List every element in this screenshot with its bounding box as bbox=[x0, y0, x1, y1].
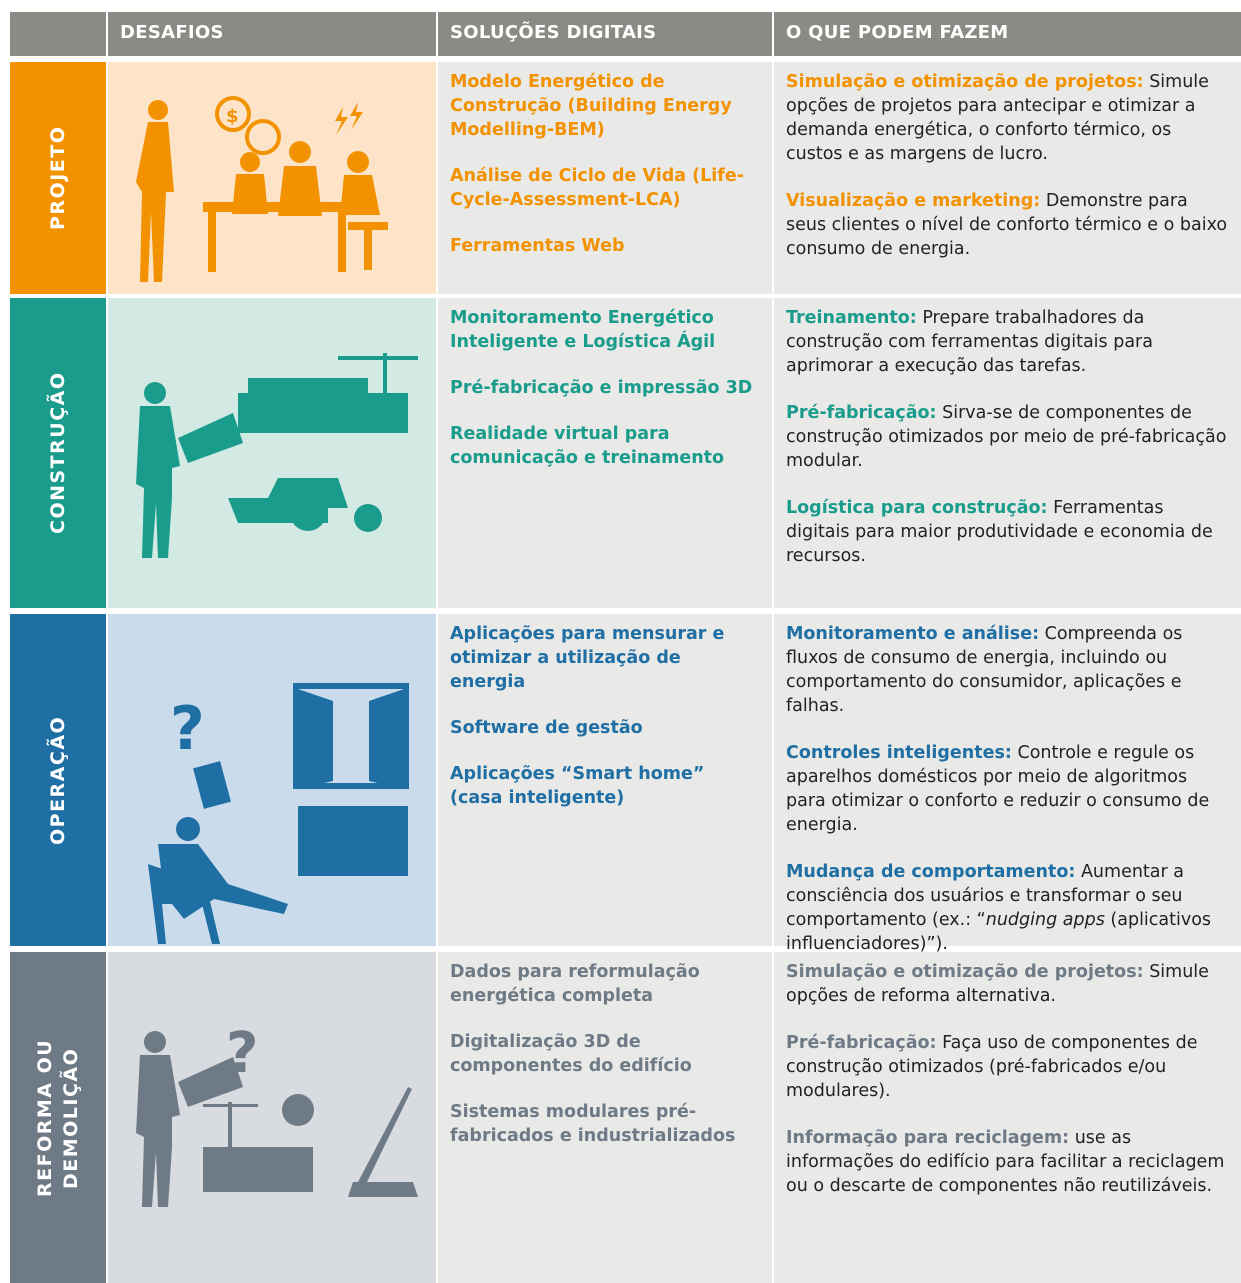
solution: Ferramentas Web bbox=[450, 236, 625, 256]
header-corner bbox=[10, 12, 106, 56]
row-label: REFORMA OU DEMOLIÇÃO bbox=[34, 1038, 82, 1197]
item-text: Compreenda os fluxos de consumo de energ… bbox=[786, 624, 1183, 716]
svg-text:$: $ bbox=[226, 106, 239, 127]
row-label-cell: PROJETO bbox=[10, 62, 106, 294]
row-label: OPERAÇÃO bbox=[47, 715, 69, 845]
solution: Realidade virtual para comunicação e tre… bbox=[450, 424, 725, 468]
row-label-cell: CONSTRUÇÃO bbox=[10, 298, 106, 608]
item-title: Mudança de comportamento: bbox=[786, 862, 1076, 882]
solution: Pré-fabricação e impressão 3D bbox=[450, 378, 753, 398]
item-text: Ferramentas digitais para maior produtiv… bbox=[786, 498, 1213, 566]
column-header: O QUE PODEM FAZEM bbox=[774, 12, 1241, 56]
item-text: Prepare trabalhadores da construção com … bbox=[786, 308, 1153, 376]
solutions-cell: Monitoramento Energético Inteligente e L… bbox=[438, 298, 772, 608]
item-text: Aumentar a consciência dos usuários e tr… bbox=[786, 862, 1184, 930]
item-text: Demonstre para seus clientes o nível de … bbox=[786, 191, 1228, 259]
solutions-cell: Dados para reformulação energética compl… bbox=[438, 952, 772, 1283]
description-item: Simulação e otimização de projetos: Simu… bbox=[786, 960, 1229, 1008]
description-item: Monitoramento e análise: Compreenda os f… bbox=[786, 622, 1229, 718]
item-title: Logística para construção: bbox=[786, 498, 1048, 518]
item-title: Pré-fabricação: bbox=[786, 403, 937, 423]
solution: Software de gestão bbox=[450, 718, 643, 738]
item-text: Sirva-se de componentes de construção ot… bbox=[786, 403, 1227, 471]
item-title: Controles inteligentes: bbox=[786, 743, 1012, 763]
solution: Aplicações “Smart home” (casa inteligent… bbox=[450, 764, 705, 808]
row-label: PROJETO bbox=[47, 125, 69, 231]
row-label-cell: REFORMA OU DEMOLIÇÃO bbox=[10, 952, 106, 1283]
item-text: Faça uso de componentes de construção ot… bbox=[786, 1033, 1198, 1101]
svg-text:?: ? bbox=[226, 1021, 258, 1086]
description-item: Simulação e otimização de projetos: Simu… bbox=[786, 70, 1229, 166]
description-item: Controles inteligentes: Controle e regul… bbox=[786, 741, 1229, 837]
description-item: Informação para reciclagem: use as infor… bbox=[786, 1126, 1229, 1198]
solution: Análise de Ciclo de Vida (Life-Cycle-Ass… bbox=[450, 166, 745, 210]
column-header: SOLUÇÕES DIGITAIS bbox=[438, 12, 772, 56]
description-cell: Treinamento: Prepare trabalhadores da co… bbox=[774, 298, 1241, 608]
item-title: Simulação e otimização de projetos: bbox=[786, 962, 1144, 982]
illustration-projeto: $ bbox=[136, 96, 388, 282]
description-item: Pré-fabricação: Sirva-se de componentes … bbox=[786, 401, 1229, 473]
item-title: Pré-fabricação: bbox=[786, 1033, 937, 1053]
description-cell: Simulação e otimização de projetos: Simu… bbox=[774, 62, 1241, 294]
item-title: Monitoramento e análise: bbox=[786, 624, 1040, 644]
item-text: Simule opções de projetos para antecipar… bbox=[786, 72, 1209, 164]
item-title: Visualização e marketing: bbox=[786, 191, 1041, 211]
solution: Dados para reformulação energética compl… bbox=[450, 962, 700, 1006]
solution: Monitoramento Energético Inteligente e L… bbox=[450, 308, 716, 352]
solution: Aplicações para mensurar e otimizar a ut… bbox=[450, 624, 725, 692]
item-title: Treinamento: bbox=[786, 308, 917, 328]
item-text: (aplicativos influenciadores)”). bbox=[786, 910, 1212, 954]
description-cell: Monitoramento e análise: Compreenda os f… bbox=[774, 614, 1241, 954]
item-text: nudging apps bbox=[985, 910, 1105, 930]
solution: Digitalização 3D de componentes do edifí… bbox=[450, 1032, 692, 1076]
solutions-cell: Aplicações para mensurar e otimizar a ut… bbox=[438, 614, 772, 946]
description-item: Treinamento: Prepare trabalhadores da co… bbox=[786, 306, 1229, 378]
row-label: CONSTRUÇÃO bbox=[47, 371, 69, 535]
solutions-cell: Modelo Energético de Construção (Buildin… bbox=[438, 62, 772, 294]
solution: Modelo Energético de Construção (Buildin… bbox=[450, 72, 732, 140]
description-item: Visualização e marketing: Demonstre para… bbox=[786, 189, 1229, 261]
illustration-construcao bbox=[136, 353, 418, 558]
solution: Sistemas modulares pré-fabricados e indu… bbox=[450, 1102, 736, 1146]
item-text: Controle e regule os aparelhos doméstico… bbox=[786, 743, 1210, 835]
item-text: use as informações do edifício para faci… bbox=[786, 1128, 1225, 1196]
item-title: Simulação e otimização de projetos: bbox=[786, 72, 1144, 92]
svg-text:?: ? bbox=[170, 694, 205, 764]
description-item: Logística para construção: Ferramentas d… bbox=[786, 496, 1229, 568]
description-cell: Simulação e otimização de projetos: Simu… bbox=[774, 952, 1241, 1283]
description-item: Pré-fabricação: Faça uso de componentes … bbox=[786, 1031, 1229, 1103]
row-label-cell: OPERAÇÃO bbox=[10, 614, 106, 946]
description-item: Mudança de comportamento: Aumentar a con… bbox=[786, 860, 1229, 956]
column-header: DESAFIOS bbox=[108, 12, 436, 56]
illustration-reforma: ? bbox=[136, 1021, 418, 1207]
item-text: Simule opções de reforma alternativa. bbox=[786, 962, 1209, 1006]
item-title: Informação para reciclagem: bbox=[786, 1128, 1070, 1148]
illustration-operacao: ? bbox=[148, 683, 409, 944]
